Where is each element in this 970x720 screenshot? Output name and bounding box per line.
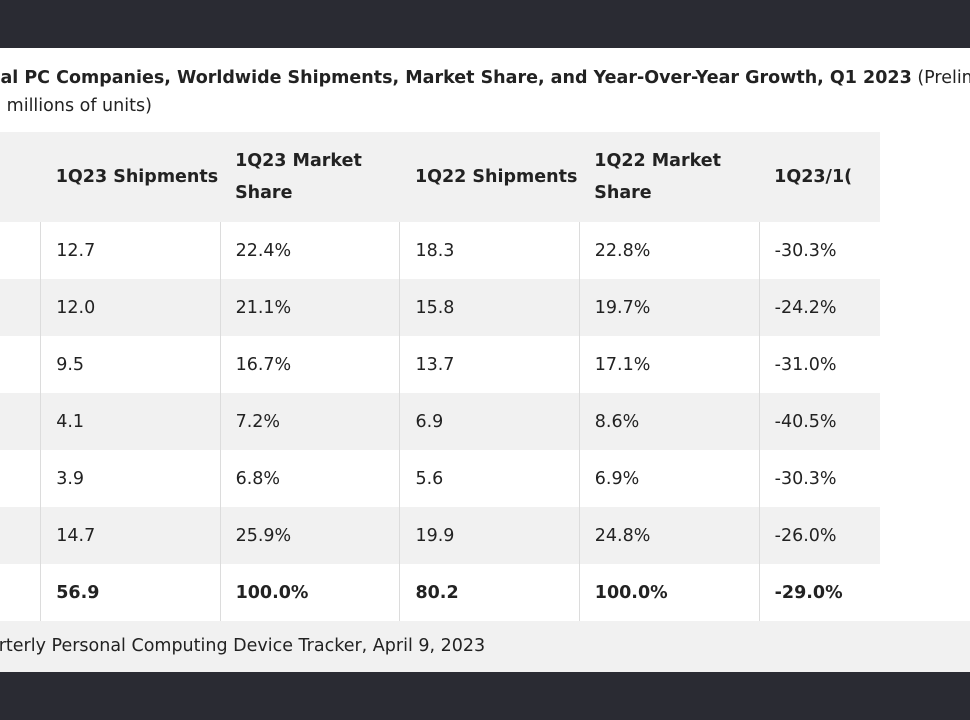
column-header-company [0, 132, 41, 222]
company-cell [0, 222, 42, 279]
table-cell: 6.8% [220, 450, 401, 507]
table-row: gies 9.5 16.7% 13.7 17.1% -31.0% [0, 336, 880, 393]
table-cell: 6.9% [579, 450, 760, 507]
table-cell: 7.2% [220, 393, 401, 450]
table-cell: 3.9 [40, 450, 221, 507]
table-cell: -29.0% [759, 564, 880, 621]
table-cell: 14.7 [40, 507, 221, 564]
table-cell: 25.9% [220, 507, 401, 564]
company-cell: gies [0, 336, 42, 393]
table-row-total: 56.9 100.0% 80.2 100.0% -29.0% [0, 564, 880, 621]
company-cell [0, 450, 42, 507]
table-cell: 22.4% [220, 222, 401, 279]
table-cell: -24.2% [759, 279, 880, 336]
table-cell: 19.7% [579, 279, 760, 336]
caption-units: n millions of units) [0, 96, 152, 116]
table-cell: 5.6 [399, 450, 580, 507]
caption-title: nal PC Companies, Worldwide Shipments, M… [0, 68, 912, 88]
table-cell: 22.8% [579, 222, 760, 279]
column-header-1q23-market-share: 1Q23 Market Share [220, 132, 400, 222]
table-cell: 4.1 [40, 393, 221, 450]
table-row: 12.7 22.4% 18.3 22.8% -30.3% [0, 222, 880, 279]
table-cell: 13.7 [399, 336, 580, 393]
table-row: 3.9 6.8% 5.6 6.9% -30.3% [0, 450, 880, 507]
bottom-bar [0, 672, 970, 720]
table-cell: 12.7 [40, 222, 221, 279]
table-cell: 21.1% [220, 279, 401, 336]
table-cell: 19.9 [399, 507, 580, 564]
table-row: 14.7 25.9% 19.9 24.8% -26.0% [0, 507, 880, 564]
shipments-table: 1Q23 Shipments 1Q23 Market Share 1Q22 Sh… [0, 132, 880, 621]
table-cell: -40.5% [759, 393, 880, 450]
table-cell: 100.0% [220, 564, 401, 621]
company-cell [0, 507, 42, 564]
table-cell: -31.0% [759, 336, 880, 393]
table-cell: 6.9 [399, 393, 580, 450]
table-cell: -26.0% [759, 507, 880, 564]
table-cell: 18.3 [399, 222, 580, 279]
table-cell: 8.6% [579, 393, 760, 450]
table-cell: 17.1% [579, 336, 760, 393]
source-footer: arterly Personal Computing Device Tracke… [0, 621, 970, 672]
table-cell: 16.7% [220, 336, 401, 393]
table-cell: -30.3% [759, 450, 880, 507]
table-cell: 56.9 [40, 564, 221, 621]
table-header-row: 1Q23 Shipments 1Q23 Market Share 1Q22 Sh… [0, 132, 880, 222]
table-row: 4.1 7.2% 6.9 8.6% -40.5% [0, 393, 880, 450]
table-cell: 80.2 [399, 564, 580, 621]
table-cell: 15.8 [399, 279, 580, 336]
column-header-1q23-shipments: 1Q23 Shipments [40, 132, 221, 222]
company-cell [0, 393, 42, 450]
column-header-yoy-growth: 1Q23/1( [759, 132, 880, 222]
table-cell: 24.8% [579, 507, 760, 564]
table-cell: -30.3% [759, 222, 880, 279]
source-text: arterly Personal Computing Device Tracke… [0, 636, 486, 656]
company-cell [0, 279, 42, 336]
table-cell: 12.0 [40, 279, 221, 336]
caption-line-1: nal PC Companies, Worldwide Shipments, M… [0, 64, 970, 92]
table-row: 12.0 21.1% 15.8 19.7% -24.2% [0, 279, 880, 336]
content-panel: nal PC Companies, Worldwide Shipments, M… [0, 48, 970, 672]
company-cell [0, 564, 42, 621]
caption-title-note: (Prelimi [917, 68, 970, 88]
column-header-1q22-market-share: 1Q22 Market Share [579, 132, 760, 222]
column-header-1q22-shipments: 1Q22 Shipments [399, 132, 580, 222]
table-cell: 9.5 [40, 336, 221, 393]
top-bar [0, 0, 970, 48]
table-cell: 100.0% [579, 564, 760, 621]
